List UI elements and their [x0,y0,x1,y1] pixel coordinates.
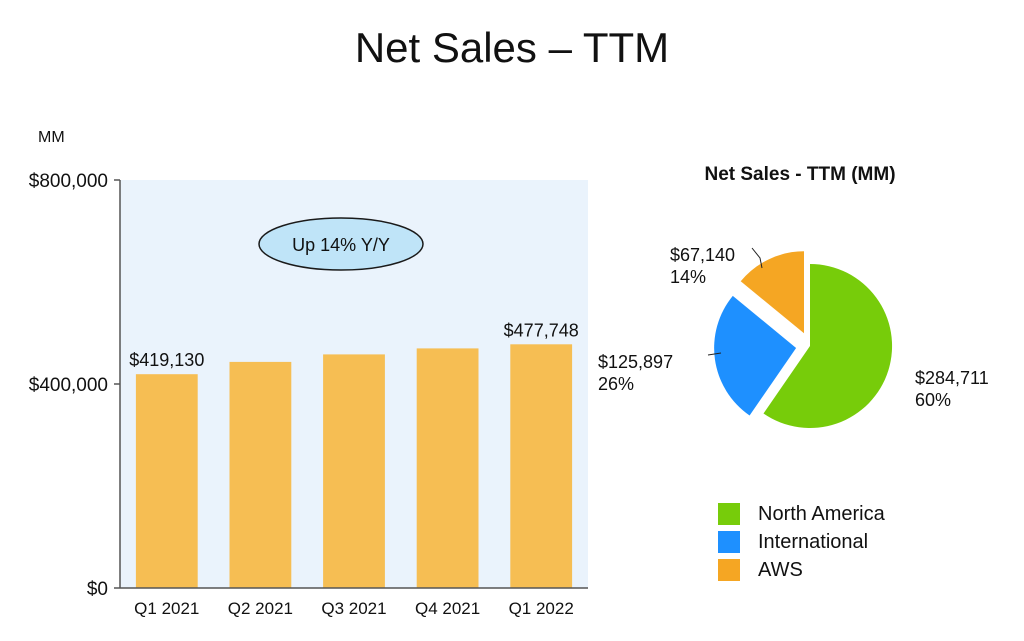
bar [323,354,385,588]
bars [135,344,573,588]
x-axis-labels: Q1 2021 Q2 2021 Q3 2021 Q4 2021 Q1 2022 [134,599,574,618]
legend-swatch-international [718,531,740,553]
x-tick-label: Q1 2022 [509,599,574,618]
x-tick-label: Q2 2021 [228,599,293,618]
pie-slices [714,251,893,428]
legend-label: International [758,530,869,553]
y-tick-label: $0 [87,579,108,600]
pie-legend: North America International AWS [718,500,885,584]
pie-chart-title: Net Sales - TTM (MM) [704,164,896,185]
pie-value-label: $67,140 [670,245,735,265]
pie-percent-label: 26% [598,374,634,394]
unit-label: MM [38,129,65,146]
x-tick-label: Q3 2021 [321,599,386,618]
legend-label: AWS [758,558,803,581]
legend-item-north-america: North America [718,500,885,528]
page-title: Net Sales – TTM [354,24,670,71]
legend-label: North America [758,502,885,525]
pie-slice [763,263,893,428]
pie-value-label: $284,711 [915,368,989,388]
y-axis-ticks: $0 $400,000 $800,000 [29,171,120,600]
legend-item-aws: AWS [718,556,885,584]
legend-swatch-aws [718,559,740,581]
bar-data-label: $477,748 [504,320,579,340]
bar [510,344,573,588]
pie-leader-line [707,352,722,356]
y-tick-label: $800,000 [29,171,108,192]
bar [416,348,479,588]
data-labels: $419,130 $477,748 [129,320,578,370]
pie-leader-line [751,247,763,269]
bar-chart: MM $0 $400,000 $800,000 Q1 2021 Q2 2021 Q3 2… [29,129,588,618]
y-tick-label: $400,000 [29,375,108,396]
x-tick-label: Q1 2021 [134,599,199,618]
legend-swatch-north-america [718,503,740,525]
growth-callout-bubble [258,217,424,271]
pie-slice [714,295,797,416]
bar [135,374,198,588]
x-tick-label: Q4 2021 [415,599,480,618]
pie-percent-label: 60% [915,390,951,410]
pie-slice [740,251,804,334]
legend-item-international: International [718,528,885,556]
bar [229,361,292,588]
growth-callout-text: Up 14% Y/Y [292,235,390,255]
pie-percent-label: 14% [670,267,706,287]
bar-data-label: $419,130 [129,350,204,370]
pie-value-label: $125,897 [598,352,673,372]
